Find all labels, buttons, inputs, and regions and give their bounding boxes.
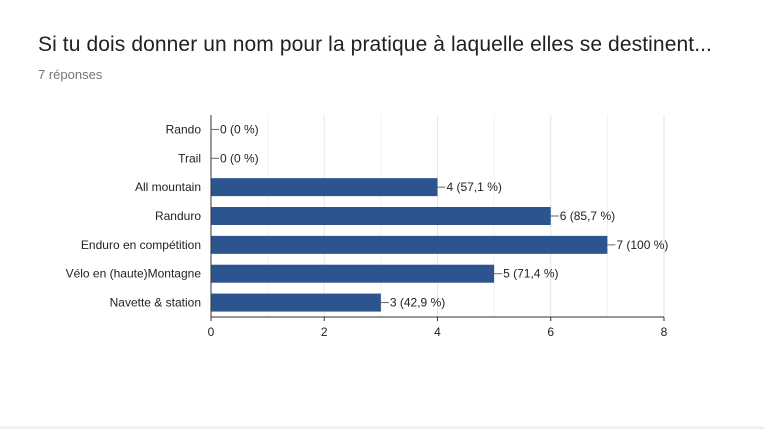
bars [211,178,608,312]
data-label: 0 (0 %) [220,151,259,165]
x-tick-label: 6 [547,325,554,339]
category-label: Vélo en (haute)Montagne [66,267,202,281]
card-bottom-edge [0,425,764,429]
category-label: All mountain [135,180,201,194]
x-tick-label: 4 [434,325,441,339]
bar [211,178,438,197]
category-label: Enduro en compétition [81,238,201,252]
labels: 0 2 4 6 8 Rando 0 (0 %) Trail 0 (0 %) All mountai… [66,122,669,339]
x-tick-label: 8 [661,325,668,339]
bar [211,264,495,283]
x-tick-label: 0 [208,325,215,339]
bar [211,293,381,312]
x-tick-label: 2 [321,325,328,339]
data-label: 0 (0 %) [220,122,259,136]
response-count: 7 réponses [38,67,103,82]
category-label: Navette & station [110,296,201,310]
bar [211,235,608,254]
axes [210,115,665,321]
category-label: Trail [178,151,201,165]
data-label: 6 (85,7 %) [560,209,615,223]
category-label: Rando [166,122,202,136]
data-label: 4 (57,1 %) [447,180,502,194]
data-label: 7 (100 %) [616,238,668,252]
question-title: Si tu dois donner un nom pour la pratiqu… [38,33,712,56]
data-label: 5 (71,4 %) [503,267,558,281]
category-label: Randuro [155,209,201,223]
bar [211,207,551,225]
data-label: 3 (42,9 %) [390,296,445,310]
